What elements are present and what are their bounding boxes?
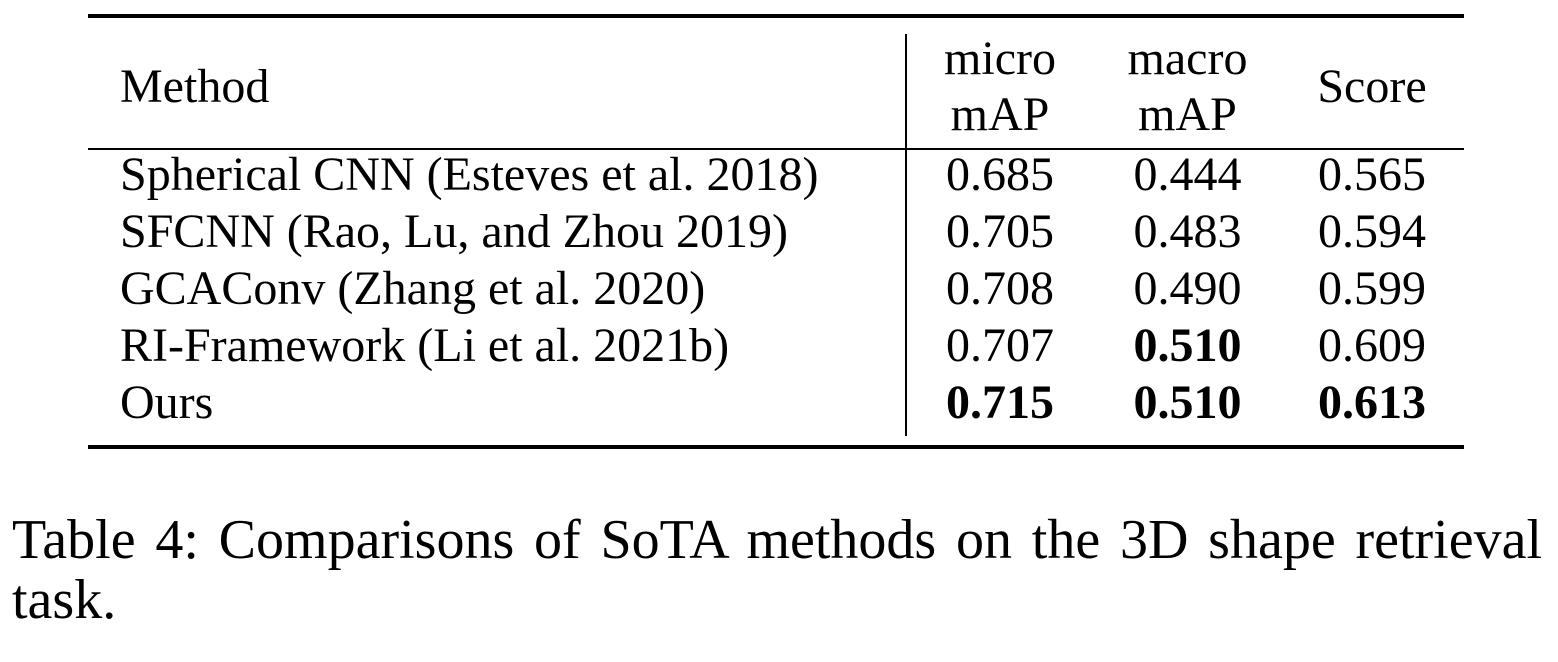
header-micro-line2: mAP	[950, 88, 1050, 141]
row-macro-map-best: 0.510	[1133, 376, 1242, 429]
row-method: Spherical CNN (Esteves et al. 2018)	[120, 148, 819, 201]
row-macro-map: 0.483	[1133, 205, 1242, 258]
row-micro-map: 0.705	[946, 205, 1054, 258]
table-top-rule	[88, 14, 1464, 18]
row-method: GCAConv (Zhang et al. 2020)	[120, 262, 706, 315]
row-method: SFCNN (Rao, Lu, and Zhou 2019)	[120, 205, 788, 258]
row-score: 0.594	[1318, 205, 1426, 258]
header-method: Method	[120, 60, 270, 113]
row-micro-map: 0.685	[946, 148, 1054, 201]
row-micro-map: 0.708	[946, 262, 1054, 315]
row-score: 0.609	[1318, 319, 1426, 372]
header-micro-line1: micro	[944, 32, 1056, 85]
row-macro-map-best: 0.510	[1133, 319, 1242, 372]
row-method: RI-Framework (Li et al. 2021b)	[120, 319, 730, 372]
table-column-divider	[905, 34, 907, 436]
row-macro-map: 0.490	[1133, 262, 1242, 315]
row-micro-map-best: 0.715	[946, 376, 1054, 429]
row-method: Ours	[120, 376, 214, 429]
row-micro-map: 0.707	[946, 319, 1054, 372]
table-header-rule	[88, 148, 1464, 150]
row-score: 0.565	[1318, 148, 1426, 201]
row-score: 0.599	[1318, 262, 1426, 315]
table-bottom-rule	[88, 445, 1464, 449]
header-macro-line1: macro	[1127, 32, 1248, 85]
table-caption: Table 4: Comparisons of SoTA methods on …	[12, 509, 1542, 631]
row-macro-map: 0.444	[1133, 148, 1242, 201]
row-score-best: 0.613	[1318, 376, 1426, 429]
header-macro-line2: mAP	[1138, 88, 1237, 141]
header-score: Score	[1317, 60, 1427, 113]
